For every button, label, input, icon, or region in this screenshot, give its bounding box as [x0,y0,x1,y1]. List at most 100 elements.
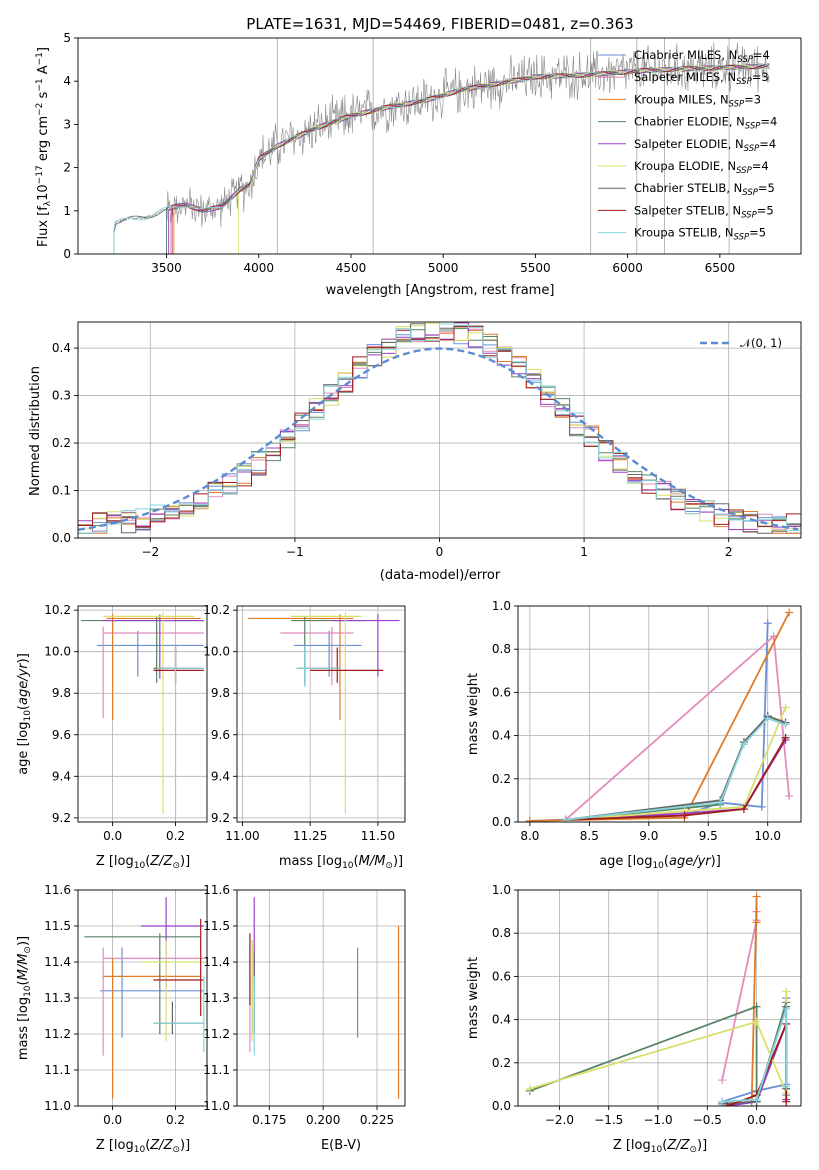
ax-mwZ-ticks: −2.0 −1.5 −1.0 −0.5 0.0 0.0 0.2 0.4 0.6 0.8 1.0 [492,883,766,1127]
normal-curve [78,347,799,531]
weight-point-marker [752,1002,761,1011]
x-tick-label: 0.2 [166,829,185,843]
ax-massE-ticks: 0.175 0.200 0.225 11.0 11.1 11.2 11.3 11.4 11.5 1… [203,883,394,1127]
y-tick-label: 1 [63,204,71,218]
residuals-legend: 𝒩(0, 1) [700,336,782,350]
y-tick-label: 9.2 [211,811,230,825]
mass-vs-Z-xlabel: Z [log10(Z/Z⊙)] [96,1138,190,1155]
mass-weight-vs-Z-axes-frame [517,889,802,1107]
weight-point-marker [752,1017,761,1026]
x-tick-label: 5000 [428,261,459,275]
x-tick-label: 0.175 [252,1113,286,1127]
x-tick-label: −1.5 [594,1113,623,1127]
ax-mwZ-marks [525,892,791,1106]
ax-spectrum-marks [113,38,770,254]
y-tick-label: 0.0 [492,1099,511,1113]
residuals-ylabel: Normed distribution [28,366,43,496]
x-tick-label: −1.0 [643,1113,672,1127]
y-tick-label: 5 [63,31,71,45]
mass-weight-vs-Z-xlabel: Z [log10(Z/Z⊙)] [613,1138,707,1155]
x-tick-label: 0.0 [103,1113,122,1127]
weight-point-marker [561,815,570,822]
x-tick-label: 11.00 [225,829,259,843]
spectrum-axes-frame [77,37,802,255]
residuals-panel: −2 −1 0 1 2 0.0 0.1 0.2 0.3 0.4 𝒩(0, 1) (data-mod… [28,321,802,583]
y-tick-label: 11.2 [44,1027,71,1041]
ax-mwAge-marks [525,608,794,822]
y-tick-label: 10.2 [44,603,71,617]
y-tick-label: 9.4 [52,769,71,783]
x-tick-label: 1 [580,545,588,559]
x-tick-label: 11.50 [361,829,395,843]
y-tick-label: 0.1 [52,484,71,498]
y-tick-label: 11.4 [203,955,230,969]
ax-mwAge-ticks: 8.0 8.5 9.0 9.5 10.0 0.0 0.2 0.4 0.6 0.8 1.0 [492,599,781,843]
residual-histogram-step [78,323,801,534]
y-tick-label: 11.1 [203,1063,230,1077]
spectrum-legend: Chabrier MILES, NSSP=4 Salpeter MILES, NS… [598,48,777,243]
ax-ageZ-marks [81,612,204,818]
y-tick-label: 11.1 [44,1063,71,1077]
x-tick-label: −2.0 [545,1113,574,1127]
y-tick-label: 11.0 [44,1099,71,1113]
ax-ageM-grid [237,606,405,822]
weight-series-line [565,737,787,821]
weight-point-marker [763,619,772,628]
legend-label: Kroupa ELODIE, NSSP=4 [634,159,769,176]
y-tick-label: 2 [63,161,71,175]
weight-point-marker [716,798,725,807]
y-tick-label: 0 [63,247,71,261]
ax-ageM-ticks: 11.00 11.25 11.50 9.2 9.4 9.6 9.8 10.0 10.2 [203,603,395,843]
legend-label: 𝒩(0, 1) [740,336,782,350]
y-tick-label: 0.2 [52,436,71,450]
weight-point-marker [525,816,534,822]
spectrum-panel: PLATE=1631, MJD=54469, FIBERID=0481, z=0… [35,15,802,298]
y-tick-label: 11.6 [44,883,71,897]
y-tick-label: 0.8 [492,926,511,940]
x-tick-label: 0.2 [166,1113,185,1127]
x-tick-label: 0.0 [103,829,122,843]
y-tick-label: 10.0 [203,645,230,659]
weight-point-marker [782,1004,791,1013]
mass-weight-vs-Z-ylabel: mass weight [466,957,481,1039]
weight-point-marker [752,892,761,901]
x-tick-label: 0.0 [747,1113,766,1127]
mass-weight-vs-age-panel: 8.0 8.5 9.0 9.5 10.0 0.0 0.2 0.4 0.6 0.8 1.0 age [… [466,599,802,871]
x-tick-label: 9.0 [639,829,658,843]
x-tick-label: 4000 [243,261,274,275]
mass-weight-vs-Z-panel: −2.0 −1.5 −1.0 −0.5 0.0 0.0 0.2 0.4 0.6 0.8 1.0 Z … [466,883,802,1155]
x-tick-label: −1 [286,545,304,559]
ax-residuals-marks [78,322,801,534]
y-tick-label: 0.6 [492,969,511,983]
x-tick-label: 3500 [151,261,182,275]
figure-title: PLATE=1631, MJD=54469, FIBERID=0481, z=0… [246,15,633,33]
y-tick-label: 4 [63,74,71,88]
y-tick-label: 11.2 [203,1027,230,1041]
weight-point-marker [781,720,790,729]
mass-vs-Z-ylabel: mass [log10(M/M⊙)] [16,936,33,1060]
ax-spectrum-ticks: 3500 4000 4500 5000 5500 6000 6500 0 1 2 3 4 5 [63,31,735,275]
y-tick-label: 9.6 [52,728,71,742]
ax-massZ-marks [84,897,205,1099]
legend-label: Chabrier MILES, NSSP=4 [634,48,770,65]
weight-point-marker [739,805,748,814]
x-tick-label: −2 [141,545,159,559]
x-tick-label: 0.200 [306,1113,340,1127]
weight-point-marker [718,1097,727,1106]
y-tick-label: 9.8 [52,686,71,700]
y-tick-label: 0.2 [492,772,511,786]
age-vs-mass-xlabel: mass [log10(M/M⊙)] [279,854,403,871]
y-tick-label: 9.8 [211,686,230,700]
y-tick-label: 11.0 [203,1099,230,1113]
y-tick-label: 11.3 [203,991,230,1005]
y-tick-label: 0.4 [492,1013,511,1027]
age-vs-mass-axes-frame [236,605,406,823]
x-tick-label: 2 [725,545,733,559]
x-tick-label: 8.0 [520,829,539,843]
y-tick-label: 0.3 [52,389,71,403]
mass-weight-vs-age-ylabel: mass weight [466,673,481,755]
y-tick-label: 9.2 [52,811,71,825]
mass-vs-Z-panel: 0.0 0.2 11.0 11.1 11.2 11.3 11.4 11.5 11.6 Z [lo… [16,883,208,1155]
